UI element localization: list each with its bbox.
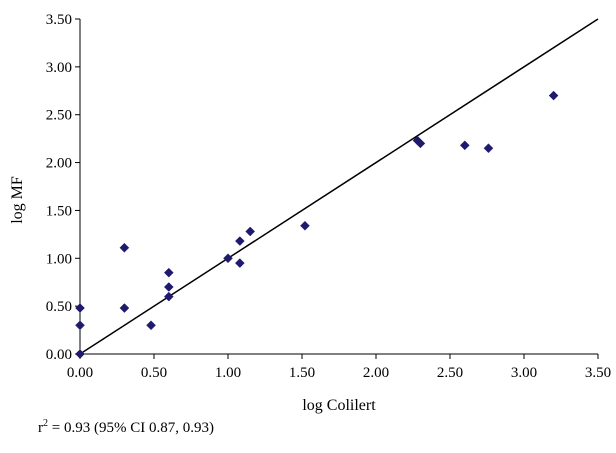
data-point — [548, 90, 559, 101]
x-tick-label: 0.50 — [141, 365, 167, 381]
y-tick-label: 0.00 — [46, 347, 72, 363]
r-exponent: 2 — [43, 418, 48, 429]
r-symbol: r — [38, 420, 43, 436]
identity-line — [79, 18, 599, 355]
data-point — [163, 267, 174, 278]
data-point — [163, 282, 174, 292]
x-tick-label: 0.00 — [67, 365, 93, 381]
y-tick-label: 0.50 — [46, 299, 72, 315]
x-tick-label: 3.00 — [511, 365, 537, 381]
data-point — [146, 320, 156, 331]
data-point — [483, 143, 494, 154]
data-point — [300, 220, 310, 231]
data-point — [75, 320, 85, 331]
data-point — [245, 226, 256, 237]
data-point — [415, 138, 426, 149]
y-tick-label: 3.00 — [46, 60, 72, 76]
data-point — [75, 349, 85, 359]
x-tick-label: 2.50 — [437, 365, 463, 381]
data-point — [234, 236, 245, 246]
data-point — [459, 140, 470, 151]
correlation-footnote: r2 = 0.93 (95% CI 0.87, 0.93) — [38, 418, 214, 437]
plot-area: 0.00 0.50 1.00 1.50 2.00 2.50 3.00 3.50 0.00 0.50… — [46, 12, 611, 381]
x-tick-label: 2.00 — [363, 365, 389, 381]
data-point — [75, 303, 85, 313]
y-tick-label: 1.50 — [46, 203, 72, 219]
data-point — [223, 253, 233, 264]
y-tick-label: 1.00 — [46, 251, 72, 267]
y-tick-label: 2.00 — [46, 156, 72, 172]
x-axis-title: log Colilert — [302, 397, 376, 414]
data-point — [119, 303, 130, 313]
y-tick-label: 3.50 — [46, 12, 72, 28]
data-point — [119, 242, 130, 253]
data-point — [163, 291, 174, 302]
data-point — [234, 258, 245, 268]
x-tick-label: 3.50 — [585, 365, 611, 381]
x-tick-label: 1.00 — [215, 365, 241, 381]
y-tick-label: 2.50 — [46, 108, 72, 124]
x-tick-label: 1.50 — [289, 365, 315, 381]
y-axis-title: log MF — [9, 176, 26, 224]
correlation-text: = 0.93 (95% CI 0.87, 0.93) — [48, 420, 214, 436]
